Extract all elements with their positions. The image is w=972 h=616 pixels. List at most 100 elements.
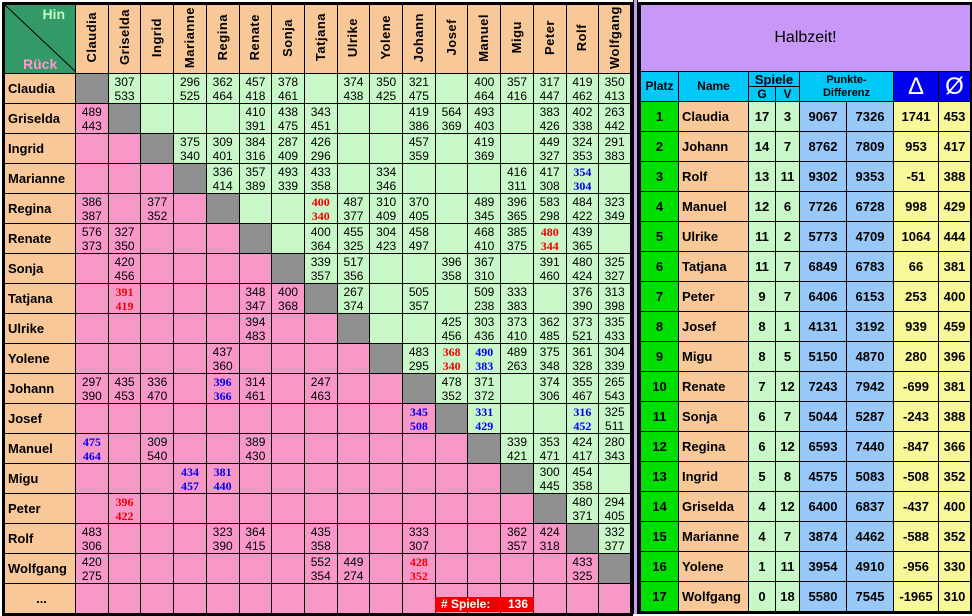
empty-cell [434, 193, 469, 224]
standings-row: 12 Regina 6 12 6593 7440 -847 366 [639, 431, 972, 462]
empty-cell [336, 523, 371, 554]
score-bottom: 508 [409, 418, 428, 433]
score-bottom: 369 [474, 148, 495, 163]
score-top: 400 [474, 74, 495, 89]
score-bottom: 340 [442, 358, 461, 373]
score-cell: 325 511 [598, 403, 632, 434]
empty-cell [500, 403, 534, 434]
score-bottom: 405 [604, 508, 625, 523]
score-bottom: 307 [408, 538, 429, 553]
score-cell: 374 306 [532, 373, 567, 404]
empty-cell [303, 343, 338, 374]
score-bottom: 325 [572, 568, 593, 583]
hin-label: Hin [42, 6, 65, 22]
games-count-badge: # Spiele: 136 [435, 597, 534, 612]
empty-cell [271, 223, 305, 254]
score-bottom: 298 [539, 208, 560, 223]
score-cell: 334 346 [369, 163, 404, 194]
score-cell: 374 438 [336, 73, 371, 104]
matrix-row: Griselda 489 443 410 391 438 475 343 451 419 386 56… [3, 103, 632, 134]
score-bottom: 387 [81, 208, 102, 223]
score-top: 433 [310, 164, 331, 179]
score-top: 350 [604, 74, 625, 89]
score-top: 454 [572, 464, 593, 479]
score-top: 336 [147, 374, 168, 389]
row-header: Tatjana [3, 283, 76, 314]
empty-cell [369, 313, 404, 344]
empty-cell [75, 163, 109, 194]
empty-cell [107, 343, 142, 374]
empty-cell [303, 73, 338, 104]
score-top: 316 [573, 404, 592, 419]
score-bottom: 416 [506, 88, 527, 103]
losses-cell: 11 [775, 551, 800, 582]
losses-cell: 5 [775, 341, 800, 372]
score-top: 396 [506, 194, 527, 209]
score-cell: 362 357 [500, 523, 534, 554]
empty-cell [140, 553, 175, 584]
score-bottom: 383 [604, 148, 625, 163]
points-for-cell: 3874 [799, 521, 847, 552]
empty-cell [75, 253, 109, 284]
empty-cell [205, 553, 240, 584]
column-header-label: Ulrike [345, 17, 361, 58]
score-bottom: 533 [114, 88, 135, 103]
empty-cell [336, 403, 371, 434]
score-bottom: 346 [376, 178, 397, 193]
score-bottom: 419 [115, 298, 134, 313]
difference-cell: -699 [893, 371, 939, 402]
header-v: V [775, 86, 800, 102]
score-top: 455 [343, 224, 364, 239]
score-bottom: 442 [604, 118, 625, 133]
empty-cell [402, 433, 436, 464]
empty-cell [238, 583, 273, 615]
wins-cell: 7 [748, 371, 776, 402]
empty-cell [75, 343, 109, 374]
wins-cell: 11 [748, 251, 776, 282]
empty-cell [271, 433, 305, 464]
score-bottom: 401 [212, 148, 233, 163]
score-cell: 433 358 [303, 163, 338, 194]
empty-cell [369, 583, 404, 615]
score-bottom: 350 [114, 238, 135, 253]
score-top: 287 [278, 134, 299, 149]
score-bottom: 304 [573, 178, 592, 193]
score-top: 505 [408, 284, 429, 299]
score-cell: 480 344 [532, 223, 567, 254]
score-bottom: 311 [507, 178, 527, 193]
score-top: 354 [573, 164, 592, 179]
empty-cell [336, 373, 371, 404]
matrix-row: Migu 434 457 381 440 300 445 454 358 [3, 463, 632, 494]
score-top: 355 [572, 374, 593, 389]
empty-cell [205, 253, 240, 284]
average-cell: 388 [938, 401, 972, 432]
matrix-row: Ulrike 394 483 425 456 303 436 373 410 362 485 373 5… [3, 313, 632, 344]
score-cell: 438 475 [271, 103, 305, 134]
row-header: Yolene [3, 343, 76, 374]
score-cell: 383 426 [532, 103, 567, 134]
matrix-row: Renate 576 373 327 350 400 364 455 325 304 423 458 4… [3, 223, 632, 254]
score-top: 373 [506, 314, 527, 329]
standings-row: 17 Wolfgang 0 18 5580 7545 -1965 310 [639, 581, 972, 613]
matrix-row: Yolene 437 360 483 295 368 340 490 383 489 263 375 3… [3, 343, 632, 374]
header-platz: Platz [639, 71, 679, 102]
score-cell: 327 350 [107, 223, 142, 254]
empty-cell [205, 403, 240, 434]
empty-cell [369, 493, 404, 524]
empty-cell [238, 463, 273, 494]
score-cell: 419 386 [402, 103, 436, 134]
average-cell: 352 [938, 461, 972, 492]
empty-cell [173, 313, 207, 344]
average-cell: 330 [938, 551, 972, 582]
empty-cell [500, 553, 534, 584]
empty-cell [303, 493, 338, 524]
score-bottom: 357 [506, 538, 527, 553]
score-bottom: 426 [539, 118, 560, 133]
score-bottom: 453 [114, 388, 135, 403]
matrix-row: Rolf 483 306 323 390 364 415 435 358 333 307 362 357… [3, 523, 632, 554]
score-bottom: 471 [539, 448, 560, 463]
score-cell: 391 419 [107, 283, 142, 314]
wins-cell: 4 [748, 491, 776, 522]
score-top: 343 [310, 104, 331, 119]
empty-cell [140, 493, 175, 524]
